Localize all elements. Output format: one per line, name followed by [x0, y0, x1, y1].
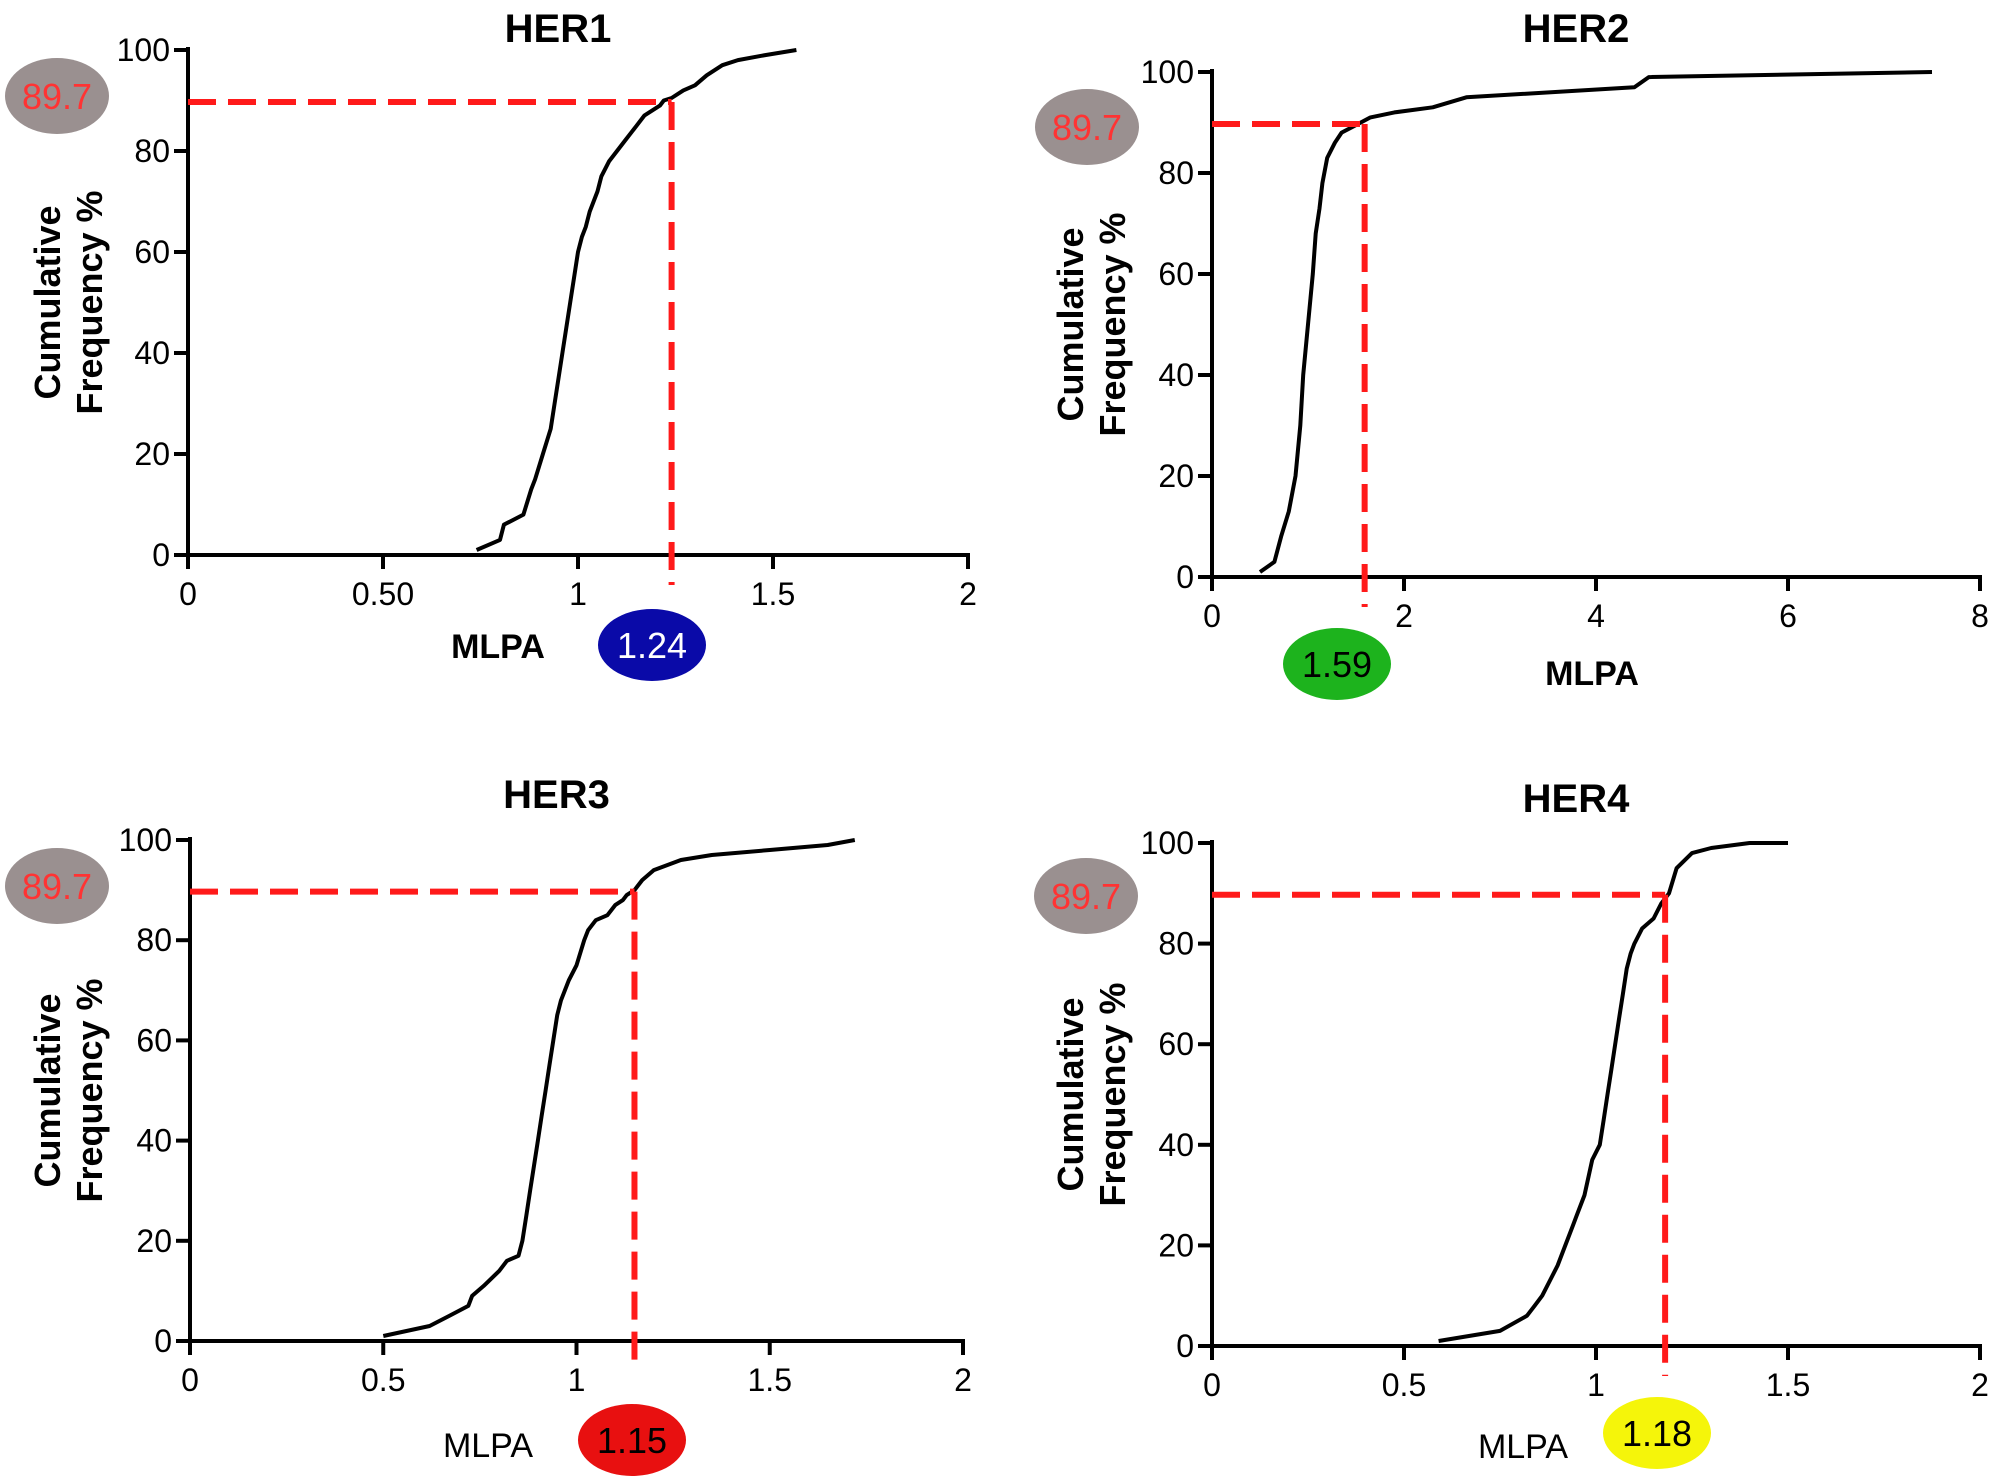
y-threshold-value: 89.7	[22, 76, 92, 117]
chart-title: HER1	[505, 7, 612, 51]
y-tick-label: 80	[134, 133, 170, 169]
x-tick-label: 1	[569, 576, 587, 612]
cumulative-frequency-line	[1438, 841, 1788, 1343]
y-tick-label: 80	[1158, 155, 1194, 191]
x-tick-label: 1.5	[751, 576, 795, 612]
x-axis-label: MLPA	[1478, 1428, 1568, 1466]
chart-title: HER4	[1523, 777, 1630, 821]
x-tick-label: 1.5	[1766, 1367, 1810, 1403]
y-tick-label: 0	[152, 537, 170, 573]
chart-panel-her3: HER3 0 20 40 60 80 100 0 0.5 1 1.5 2 CumulativeFrequ…	[5, 773, 972, 1476]
y-tick-label: 40	[1158, 1127, 1194, 1163]
y-tick-label: 100	[1141, 825, 1194, 861]
y-tick-label: 0	[1176, 559, 1194, 595]
y-tick-label: 80	[136, 922, 172, 958]
cumulative-frequency-line	[382, 838, 856, 1338]
y-threshold-value: 89.7	[22, 866, 92, 907]
y-axis-label: CumulativeFrequency %	[1050, 212, 1133, 436]
x-threshold-value: 1.59	[1302, 644, 1372, 685]
y-tick-label: 100	[119, 822, 172, 858]
x-threshold-value: 1.24	[617, 625, 687, 666]
y-tick-label: 20	[136, 1223, 172, 1259]
y-tick-label: 40	[134, 335, 170, 371]
y-tick-label: 100	[1141, 54, 1194, 90]
x-tick-label: 0	[1203, 598, 1221, 634]
x-tick-label: 1	[1587, 1367, 1605, 1403]
y-tick-label: 20	[1158, 1227, 1194, 1263]
cumulative-frequency-line	[475, 48, 797, 552]
y-threshold-badge	[1034, 858, 1138, 934]
y-threshold-badge	[5, 58, 109, 134]
x-threshold-badge	[1283, 628, 1391, 700]
x-tick-label: 0	[1203, 1367, 1221, 1403]
chart-title: HER3	[503, 773, 610, 817]
chart-title: HER2	[1523, 7, 1630, 51]
x-axis-label: MLPA	[1545, 655, 1639, 693]
x-tick-label: 1	[568, 1362, 586, 1398]
chart-panel-her1: HER1 0 20 40 60 80 100 0 0.50 1 1.5 2 CumulativeFreq…	[5, 7, 977, 681]
y-tick-label: 100	[117, 32, 170, 68]
cumulative-frequency-line	[1258, 70, 1933, 574]
x-threshold-value: 1.18	[1622, 1413, 1692, 1454]
chart-panel-her4: HER4 0 20 40 60 80 100 0 0.5 1 1.5 2 CumulativeFrequ…	[1034, 777, 1989, 1469]
x-threshold-badge	[1603, 1397, 1711, 1469]
y-axis-label: CumulativeFrequency %	[1050, 982, 1133, 1206]
x-tick-label: 2	[1395, 598, 1413, 634]
y-threshold-badge	[5, 848, 109, 924]
y-threshold-badge	[1035, 89, 1139, 165]
y-threshold-value: 89.7	[1051, 876, 1121, 917]
y-axis-label: CumulativeFrequency %	[27, 978, 110, 1202]
y-tick-label: 20	[1158, 458, 1194, 494]
x-tick-label: 6	[1779, 598, 1797, 634]
x-tick-label: 2	[959, 576, 977, 612]
x-threshold-badge	[578, 1404, 686, 1476]
y-tick-label: 60	[1158, 256, 1194, 292]
x-axis-label: MLPA	[443, 1427, 533, 1465]
y-tick-label: 60	[136, 1022, 172, 1058]
x-tick-label: 0.5	[361, 1362, 405, 1398]
y-tick-label: 40	[1158, 357, 1194, 393]
x-tick-label: 0	[181, 1362, 199, 1398]
x-tick-label: 0.50	[352, 576, 414, 612]
x-tick-label: 0	[179, 576, 197, 612]
x-tick-label: 2	[1971, 1367, 1989, 1403]
y-axis-label: CumulativeFrequency %	[27, 190, 110, 414]
x-tick-label: 4	[1587, 598, 1605, 634]
chart-panel-her2: HER2 0 20 40 60 80 100 0 2 4 6 8 CumulativeFrequency…	[1035, 7, 1989, 700]
y-tick-label: 0	[1176, 1328, 1194, 1364]
y-tick-label: 40	[136, 1123, 172, 1159]
y-threshold-value: 89.7	[1052, 107, 1122, 148]
x-tick-label: 0.5	[1382, 1367, 1426, 1403]
y-tick-label: 80	[1158, 926, 1194, 962]
y-tick-label: 60	[134, 234, 170, 270]
y-tick-label: 20	[134, 436, 170, 472]
x-threshold-badge	[598, 609, 706, 681]
y-tick-label: 0	[154, 1323, 172, 1359]
x-tick-label: 8	[1971, 598, 1989, 634]
x-tick-label: 1.5	[748, 1362, 792, 1398]
x-threshold-value: 1.15	[597, 1420, 667, 1461]
x-axis-label: MLPA	[451, 628, 545, 666]
y-tick-label: 60	[1158, 1026, 1194, 1062]
x-tick-label: 2	[954, 1362, 972, 1398]
